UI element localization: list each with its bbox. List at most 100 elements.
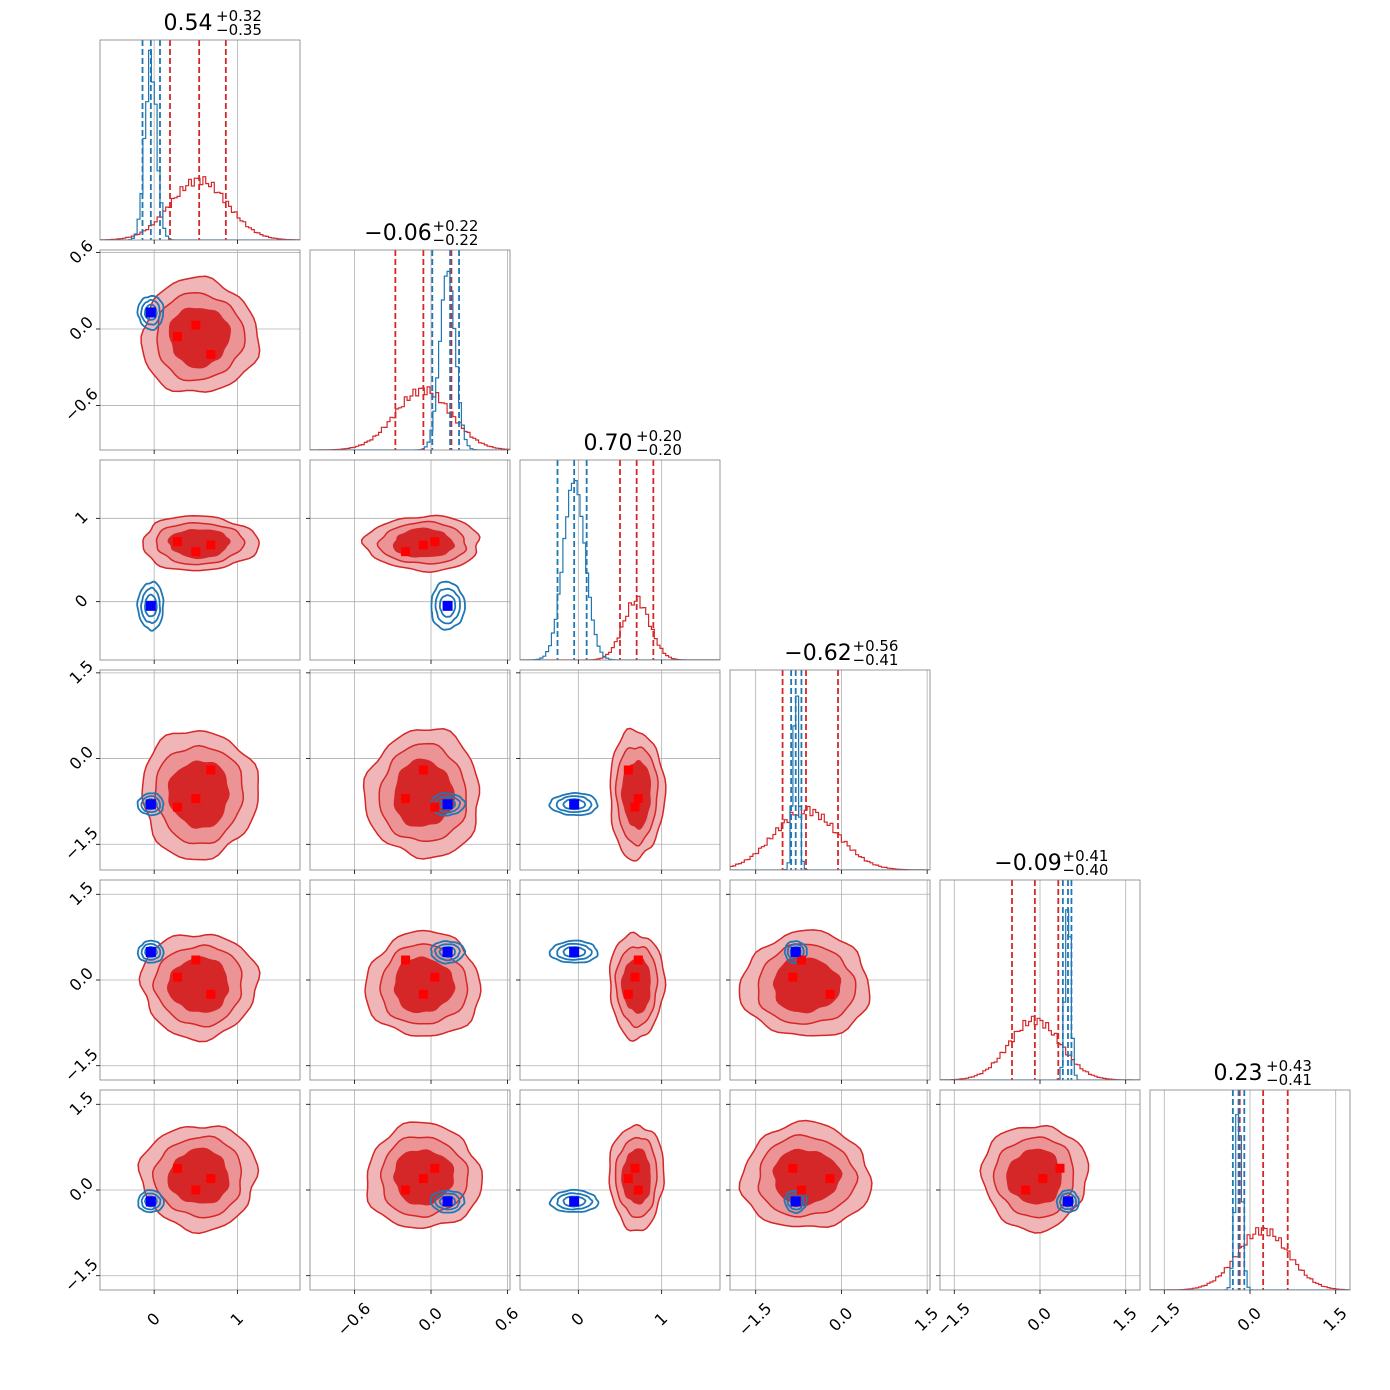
- panel-title-minus: −0.35: [216, 21, 262, 39]
- x-tick-label: −1.5: [735, 1299, 776, 1340]
- blue-marker: [442, 600, 453, 611]
- red-marker: [173, 1163, 182, 1173]
- y-tick-label: −1.5: [61, 1045, 102, 1086]
- blue-contour-mid: [556, 942, 593, 961]
- panel-content: [520, 1090, 720, 1290]
- blue-marker: [145, 947, 156, 957]
- panel-content: [100, 880, 300, 1080]
- red-marker: [1021, 1185, 1031, 1195]
- red-marker: [430, 802, 440, 812]
- panel-frame: [519, 459, 721, 661]
- blue-contour-inner: [144, 593, 158, 618]
- red-marker: [191, 794, 201, 804]
- red-marker: [630, 972, 640, 982]
- red-marker: [630, 1163, 640, 1173]
- blue-contour-outer: [136, 939, 165, 964]
- panel-title-value: 0.23: [1214, 1061, 1263, 1086]
- red-contour-inner: [167, 1147, 230, 1204]
- red-marker: [825, 1174, 835, 1184]
- panel-title-minus: −0.40: [1063, 861, 1109, 879]
- histogram-panel-2-2: [519, 459, 721, 664]
- contour-panel-3-0: [96, 669, 301, 874]
- contour-panel-5-3: [726, 1089, 931, 1294]
- blue-marker: [145, 600, 156, 611]
- y-tick-label: −0.6: [61, 384, 102, 425]
- red-contour-inner: [621, 1148, 651, 1205]
- blue-contour-mid: [140, 586, 162, 625]
- panel-title-minus: −0.22: [433, 231, 479, 249]
- panel-content: [520, 670, 720, 870]
- x-tick-label: 0: [143, 1309, 164, 1330]
- blue-contour-outer: [430, 940, 467, 965]
- blue-contour-outer: [136, 792, 165, 817]
- red-marker: [206, 349, 216, 359]
- red-contour-inner: [167, 529, 231, 560]
- blue-contour-mid: [140, 795, 161, 813]
- x-tick-label: 1: [651, 1309, 672, 1330]
- panel-title-value: 0.70: [584, 431, 633, 456]
- panel-content: [520, 460, 720, 660]
- panel-title-minus: −0.20: [636, 441, 682, 459]
- red-contour-inner: [620, 956, 651, 1014]
- blue-contour-mid: [434, 587, 461, 625]
- blue-contour-inner: [143, 303, 158, 321]
- blue-marker: [442, 799, 453, 810]
- red-marker: [173, 972, 182, 982]
- red-marker: [191, 320, 201, 330]
- x-tick-label: −1.5: [933, 1299, 974, 1340]
- blue-contour-mid: [556, 1192, 594, 1211]
- panel-frame: [309, 669, 511, 871]
- red-marker: [206, 1174, 216, 1184]
- y-tick-label: 1: [71, 507, 92, 528]
- y-tick-label: 0.0: [66, 742, 97, 773]
- red-histogram: [310, 386, 510, 450]
- x-tick-label: 1: [226, 1309, 247, 1330]
- panel-content: [940, 880, 1140, 1080]
- red-marker: [633, 794, 643, 804]
- red-marker: [430, 1163, 440, 1173]
- red-marker: [788, 1163, 798, 1173]
- red-marker: [825, 989, 835, 999]
- blue-contour-outer: [1055, 1189, 1080, 1214]
- panel-frame: [99, 459, 301, 661]
- red-marker: [796, 1185, 806, 1195]
- blue-contour-mid: [434, 943, 461, 962]
- blue-histogram: [100, 49, 300, 240]
- panel-content: [940, 1090, 1140, 1290]
- panel-title-plus: +0.20: [636, 427, 682, 445]
- blue-histogram: [730, 695, 930, 870]
- panel-content: [100, 1090, 300, 1290]
- red-marker: [796, 955, 806, 965]
- panel-title-minus: −0.41: [853, 651, 899, 669]
- panel-frame: [729, 669, 931, 871]
- contour-panel-1-0: [96, 249, 301, 454]
- blue-contour-outer: [429, 1189, 466, 1214]
- panel-title-plus: +0.22: [433, 217, 479, 235]
- y-tick-label: 1.5: [66, 656, 97, 687]
- panel-content: [520, 880, 720, 1080]
- blue-marker: [790, 1196, 801, 1207]
- y-tick-label: −1.5: [61, 823, 102, 864]
- panel-frame: [309, 459, 511, 661]
- red-marker: [206, 989, 216, 999]
- panel-content: [100, 250, 300, 450]
- contour-panel-4-3: [726, 879, 931, 1084]
- contour-panel-5-4: [936, 1089, 1141, 1294]
- panel-content: [100, 40, 300, 240]
- red-marker: [206, 765, 216, 775]
- red-marker: [633, 955, 643, 965]
- red-contour-inner: [393, 956, 456, 1014]
- y-tick-label: 1.5: [66, 878, 97, 909]
- panel-content: [310, 250, 510, 450]
- blue-marker: [442, 947, 453, 957]
- blue-histogram: [310, 270, 510, 450]
- y-tick-label: 0.0: [66, 1174, 97, 1205]
- x-tick-label: 0.0: [415, 1304, 446, 1335]
- red-marker: [430, 537, 440, 547]
- blue-marker: [442, 1196, 453, 1207]
- panel-frame: [309, 249, 511, 451]
- blue-marker: [145, 1196, 156, 1207]
- red-histogram: [1150, 1227, 1350, 1290]
- red-marker: [788, 972, 798, 982]
